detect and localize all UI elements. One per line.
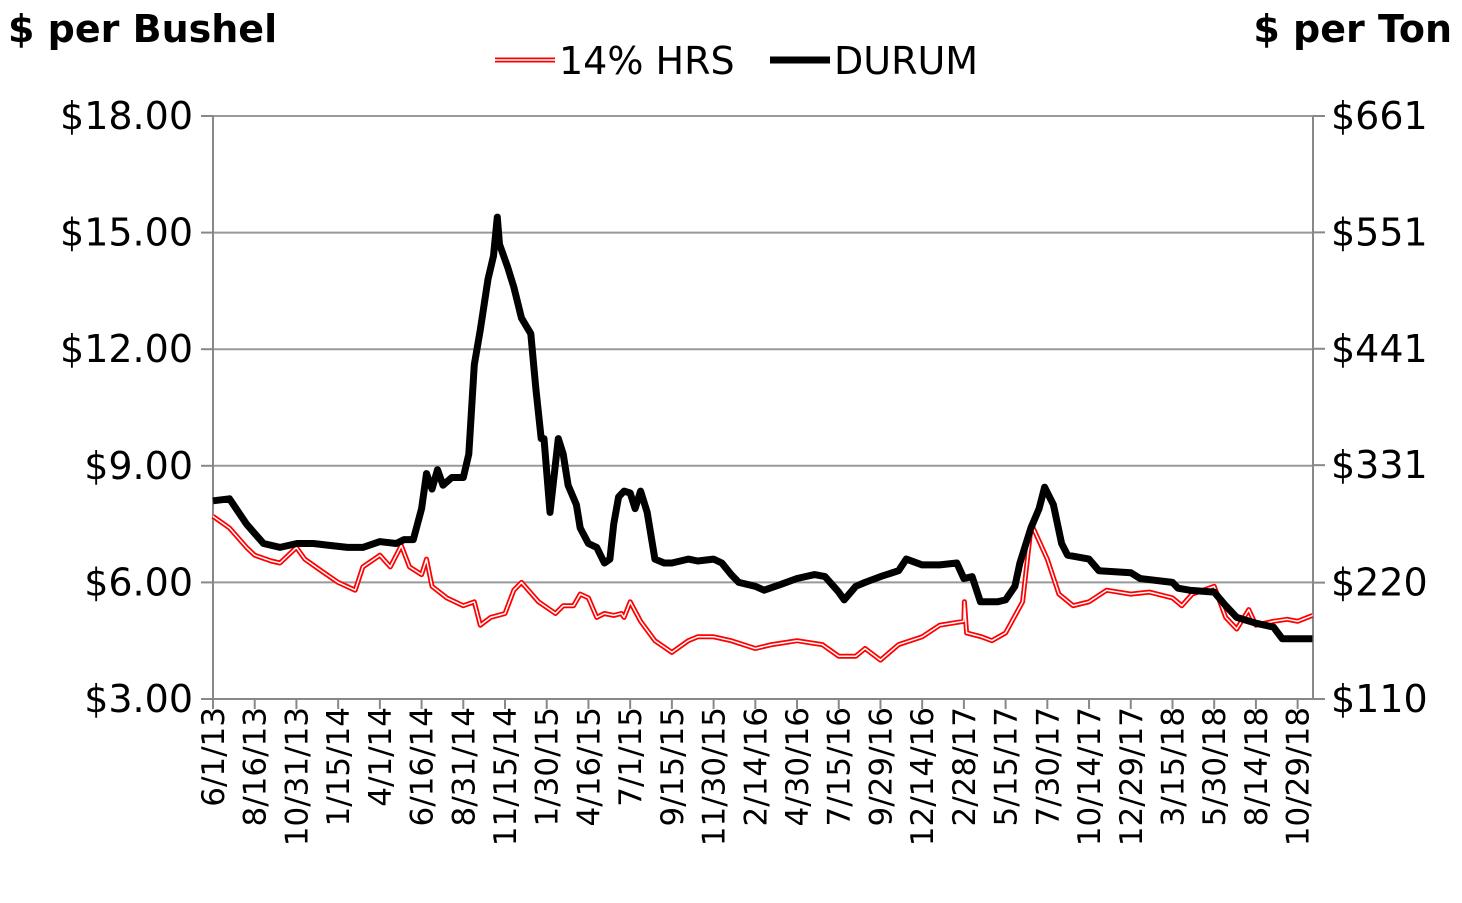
x-tick-label: 7/15/16 bbox=[822, 707, 858, 827]
x-tick-label: 10/14/17 bbox=[1072, 707, 1108, 846]
y2-tick-label: $331 bbox=[1331, 443, 1428, 487]
x-tick-label: 7/30/17 bbox=[1030, 707, 1066, 827]
y-tick-label: $3.00 bbox=[84, 677, 193, 721]
x-tick-label: 4/30/16 bbox=[780, 707, 816, 827]
x-tick-label: 10/31/13 bbox=[279, 707, 315, 846]
x-tick-label: 11/15/14 bbox=[488, 707, 524, 846]
x-tick-label: 12/14/16 bbox=[905, 707, 941, 846]
x-tick-label: 11/30/15 bbox=[697, 707, 733, 846]
x-tick-label: 9/29/16 bbox=[863, 707, 899, 827]
x-tick-label: 2/28/17 bbox=[947, 707, 983, 827]
y-tick-label: $12.00 bbox=[60, 327, 193, 371]
x-tick-label: 2/14/16 bbox=[738, 707, 774, 827]
y2-tick-label: $220 bbox=[1331, 561, 1428, 605]
x-tick-label: 10/29/18 bbox=[1281, 707, 1317, 846]
y2-tick-label: $441 bbox=[1331, 327, 1428, 371]
y-tick-label: $15.00 bbox=[60, 211, 193, 255]
x-tick-label: 5/15/17 bbox=[989, 707, 1025, 827]
x-tick-label: 12/29/17 bbox=[1114, 707, 1150, 846]
legend-label: 14% HRS bbox=[559, 39, 735, 83]
y2-axis-title: $ per Ton bbox=[1253, 7, 1452, 51]
x-tick-label: 9/15/15 bbox=[655, 707, 691, 827]
y2-tick-label: $661 bbox=[1331, 94, 1428, 138]
series-line bbox=[212, 213, 1313, 643]
x-tick-label: 4/1/14 bbox=[363, 707, 399, 807]
x-tick-label: 1/15/14 bbox=[321, 707, 357, 827]
x-tick-label: 6/1/13 bbox=[196, 707, 232, 807]
x-tick-label: 7/1/15 bbox=[613, 707, 649, 807]
x-tick-label: 8/31/14 bbox=[446, 707, 482, 827]
y-tick-label: $6.00 bbox=[84, 560, 193, 604]
legend-label: DURUM bbox=[834, 39, 978, 83]
y2-tick-label: $551 bbox=[1331, 210, 1428, 254]
x-tick-label: 5/30/18 bbox=[1197, 707, 1233, 827]
y2-tick-label: $110 bbox=[1331, 677, 1428, 721]
x-tick-label: 6/16/14 bbox=[405, 707, 441, 827]
y-tick-label: $9.00 bbox=[84, 444, 193, 488]
y-axis-title: $ per Bushel bbox=[8, 7, 277, 51]
x-tick-label: 1/30/15 bbox=[530, 707, 566, 827]
y-tick-label: $18.00 bbox=[60, 94, 193, 138]
x-tick-label: 4/16/15 bbox=[571, 707, 607, 827]
x-tick-label: 3/15/18 bbox=[1155, 707, 1191, 827]
x-tick-label: 8/16/13 bbox=[238, 707, 274, 827]
series-line-inner bbox=[212, 515, 1313, 661]
x-tick-label: 8/14/18 bbox=[1239, 707, 1275, 827]
